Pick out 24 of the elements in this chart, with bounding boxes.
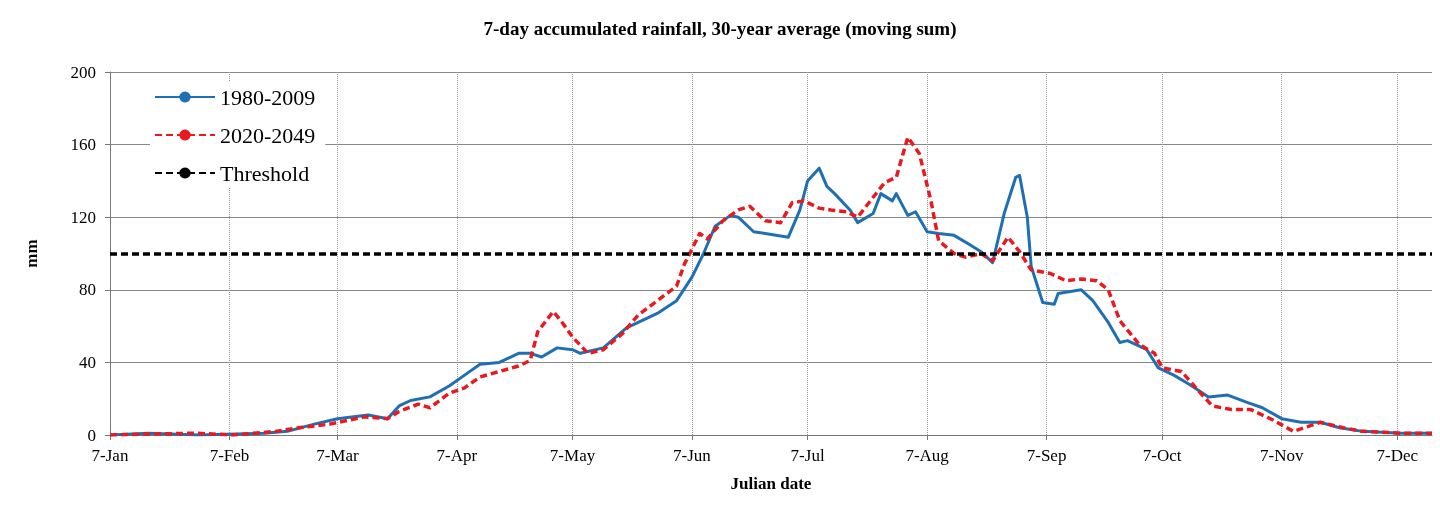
y-tick-label: 80 bbox=[79, 280, 96, 300]
x-tick-label: 7-Jul bbox=[790, 446, 825, 465]
y-axis-title: mm bbox=[22, 239, 41, 268]
x-tick-label: 7-Nov bbox=[1259, 446, 1304, 465]
x-tick-label: 7-Apr bbox=[436, 446, 478, 465]
y-tick-label: 40 bbox=[79, 352, 96, 372]
legend-label: Threshold bbox=[220, 160, 310, 186]
legend-label: 2020-2049 bbox=[220, 122, 316, 148]
y-tick-label: 160 bbox=[70, 135, 96, 155]
x-tick-label: 7-Aug bbox=[905, 446, 950, 465]
x-tick-label: 7-Mar bbox=[316, 446, 359, 465]
chart-title: 7-day accumulated rainfall, 30-year average (moving sum) bbox=[483, 18, 957, 40]
legend-label: 1980-2009 bbox=[220, 84, 316, 110]
y-tick-label: 200 bbox=[70, 62, 96, 82]
x-tick-label: 7-Jan bbox=[91, 446, 129, 465]
x-tick-label: 7-Jun bbox=[673, 446, 712, 465]
x-tick-label: 7-Sep bbox=[1026, 446, 1067, 465]
x-tick-label: 7-Feb bbox=[209, 446, 250, 465]
x-axis-title: Julian date bbox=[730, 474, 812, 493]
y-tick-label: 0 bbox=[87, 425, 96, 445]
y-tick-label: 120 bbox=[70, 207, 96, 227]
x-tick-label: 7-Dec bbox=[1376, 446, 1419, 465]
x-tick-label: 7-May bbox=[549, 446, 596, 465]
x-tick-label: 7-Oct bbox=[1142, 446, 1182, 465]
